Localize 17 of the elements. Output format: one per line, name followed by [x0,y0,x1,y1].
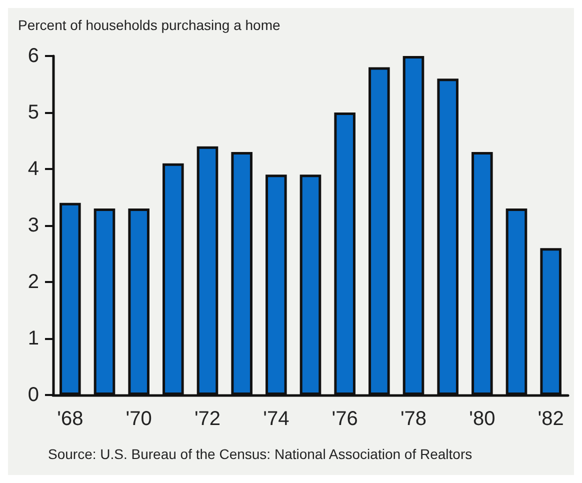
x-tick-label: '76 [332,408,358,430]
y-tick-label: 3 [28,214,39,236]
y-tick-label: 4 [28,158,39,180]
x-tick-label: '78 [400,408,427,430]
y-tick-label: 0 [28,384,39,406]
x-tick-label: '70 [126,408,152,430]
y-axis-title: Percent of households purchasing a home [18,17,280,33]
x-tick-label: '80 [469,408,496,430]
x-tick-label: '68 [57,408,84,430]
y-tick-label: 1 [28,328,39,350]
y-tick-label: 2 [28,271,39,293]
x-tick-label: '82 [538,408,564,430]
source-note: Source: U.S. Bureau of the Census: National Association of Realtors [48,446,472,462]
x-tick-label: '72 [194,408,221,430]
x-tick-label: '74 [263,408,290,430]
y-tick-label: 6 [28,45,39,67]
y-tick-label: 5 [28,102,39,124]
